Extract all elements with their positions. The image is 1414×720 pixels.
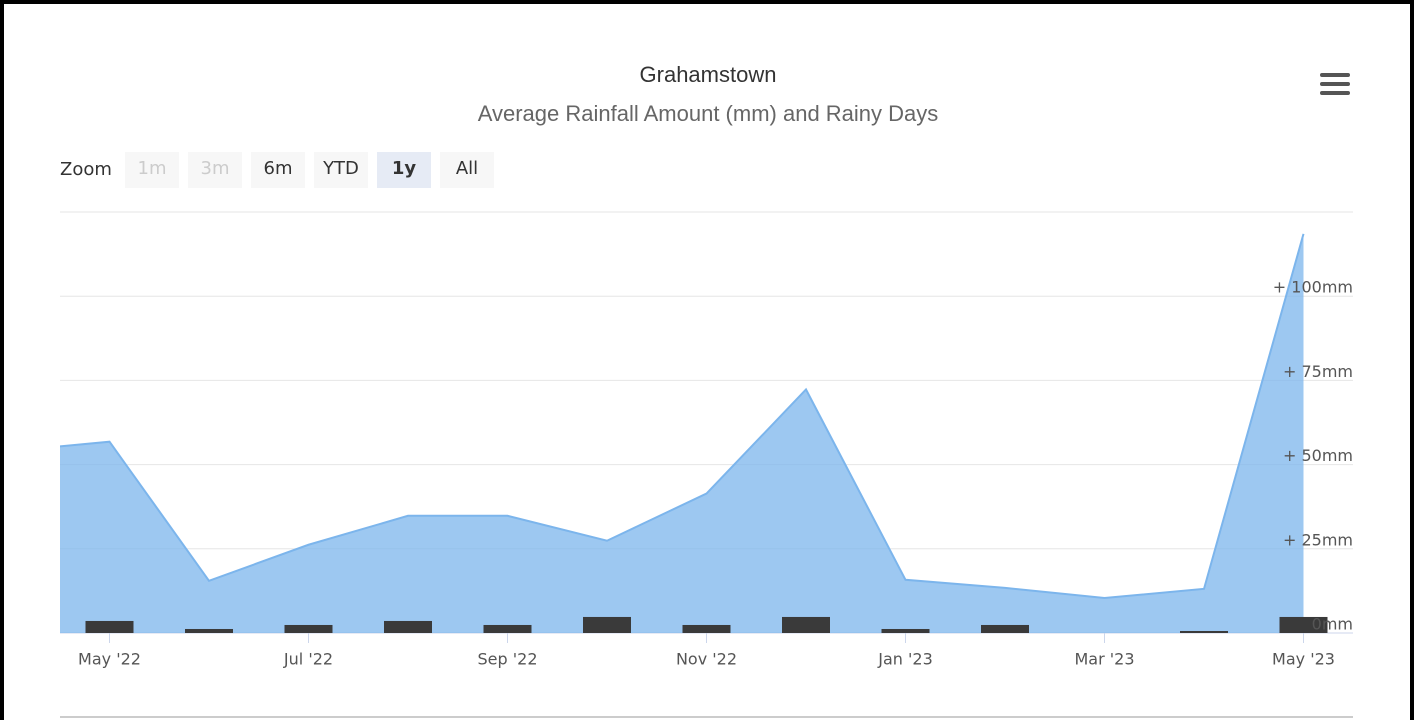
zoom-button-bg <box>188 152 242 188</box>
bar <box>981 624 1029 633</box>
zoom-label: Zoom <box>60 159 112 180</box>
chart-title: Grahamstown <box>640 62 777 87</box>
y-tick-label: + 75mm <box>1283 362 1353 381</box>
zoom-button: 3m <box>188 152 242 188</box>
menu-bar <box>1320 82 1350 86</box>
zoom-button-label: All <box>456 158 478 179</box>
zoom-button-bg <box>377 152 431 188</box>
bar <box>185 628 233 633</box>
bar <box>1279 616 1328 633</box>
zoom-button-label: 6m <box>264 158 293 179</box>
bar <box>384 620 432 633</box>
x-tick-label: Sep '22 <box>478 650 538 669</box>
zoom-button[interactable]: All <box>440 152 494 188</box>
zoom-button-bg <box>314 152 368 188</box>
x-tick-label: May '23 <box>1272 650 1335 669</box>
bar <box>583 616 631 633</box>
chart-subtitle: Average Rainfall Amount (mm) and Rainy D… <box>478 101 939 126</box>
zoom-button-bg <box>125 152 179 188</box>
x-tick-label: Nov '22 <box>676 650 737 669</box>
y-tick-label: + 100mm <box>1273 278 1353 297</box>
menu-bar <box>1320 91 1350 95</box>
bar <box>782 616 830 633</box>
plot-area <box>60 233 1328 633</box>
bar <box>881 628 930 633</box>
zoom-button-bg <box>251 152 305 188</box>
zoom-button-label: 1y <box>392 158 417 179</box>
zoom-button-label: 3m <box>201 158 230 179</box>
x-tick-label: May '22 <box>78 650 141 669</box>
zoom-button: 1m <box>125 152 179 188</box>
bar <box>682 624 731 633</box>
area-line <box>60 233 1305 599</box>
bar <box>284 624 333 633</box>
zoom-group: Zoom 1m 3m 6m YTD 1y All <box>60 152 494 188</box>
y-tick-label: + 25mm <box>1283 530 1353 549</box>
x-tick-label: Mar '23 <box>1074 650 1134 669</box>
x-tick-label: Jul '22 <box>283 650 333 669</box>
area <box>60 233 1304 633</box>
menu-icon[interactable] <box>1320 73 1350 95</box>
bar <box>1180 630 1228 633</box>
zoom-button[interactable]: YTD <box>314 152 368 188</box>
zoom-button-label: YTD <box>322 158 359 179</box>
y-tick-label: + 50mm <box>1283 446 1353 465</box>
bar <box>483 624 532 633</box>
zoom-button[interactable]: 1y <box>377 152 431 188</box>
zoom-button-label: 1m <box>138 158 167 179</box>
zoom-button-bg <box>440 152 494 188</box>
bar <box>85 620 134 633</box>
y-tick-label: 0mm <box>1312 615 1353 634</box>
zoom-button[interactable]: 6m <box>251 152 305 188</box>
menu-bar <box>1320 73 1350 77</box>
x-tick-label: Jan '23 <box>877 650 933 669</box>
